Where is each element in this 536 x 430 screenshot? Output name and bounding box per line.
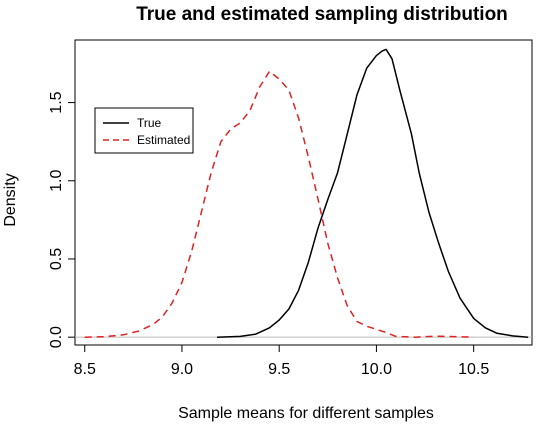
x-tick-label: 9.5 — [268, 361, 290, 378]
y-axis-label: Density — [2, 173, 19, 226]
series-layer — [84, 48, 529, 338]
y-axis: 0.0 0.5 1.0 1.5 — [48, 91, 75, 348]
x-tick-label: 10.5 — [458, 361, 489, 378]
y-tick-label: 0.0 — [48, 326, 65, 348]
legend-box — [94, 107, 194, 154]
legend-label-estimated: Estimated — [137, 133, 190, 147]
x-axis-label: Sample means for different samples — [178, 405, 434, 422]
legend-label-true: True — [137, 116, 162, 130]
chart-title: True and estimated sampling distribution — [136, 4, 508, 25]
x-axis: 8.5 9.0 9.5 10.0 10.5 — [74, 345, 489, 378]
series-line-true — [216, 48, 529, 338]
plot-frame — [74, 39, 533, 346]
legend: True Estimated — [94, 107, 194, 154]
x-tick-label: 10.0 — [361, 361, 392, 378]
series-line-estimated — [84, 70, 474, 338]
x-tick-label: 9.0 — [171, 361, 193, 378]
y-tick-label: 0.5 — [48, 248, 65, 270]
y-tick-label: 1.5 — [48, 91, 65, 113]
y-tick-label: 1.0 — [48, 170, 65, 192]
x-tick-label: 8.5 — [74, 361, 96, 378]
plot-border — [74, 39, 533, 346]
